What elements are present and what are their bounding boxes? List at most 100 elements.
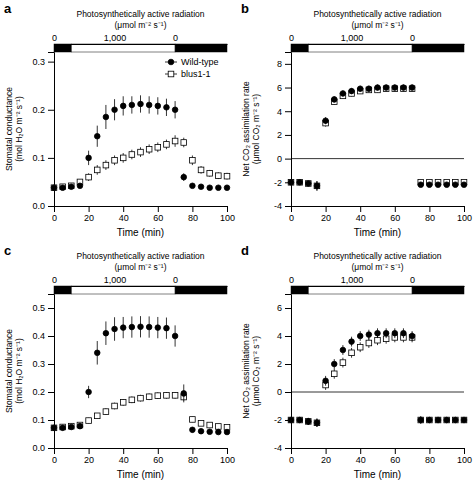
tick-label: 20 [84,213,94,223]
tick: 20 [84,448,94,465]
tick-mark [48,336,54,337]
x-axis-title: Time (min) [354,227,401,238]
panel: 020406080100-4-20246801,0000Photosynthet… [241,1,472,238]
tick: 40 [356,206,366,223]
tick-label: 4 [277,107,282,117]
tick: 60 [390,448,400,465]
series [51,316,230,435]
top-axis: 01,0000 [52,275,228,287]
tick-label: 0 [277,387,282,397]
tick-label: -2 [274,178,282,188]
x-axis-title: Time (min) [354,469,401,480]
point [418,417,424,423]
legend-entry: Wild-type [165,57,219,67]
tick-mark [123,206,124,212]
panel-label: b [241,1,249,16]
series [288,333,467,428]
tick-mark [285,159,291,160]
point [146,102,152,108]
point [375,85,381,91]
tick-label: 0.1 [32,415,45,425]
x-axis: 020406080100 [289,448,472,465]
y-axis-title: Net CO₂ assimilation rate(μmol CO₂ m⁻² s… [241,81,261,177]
light-dark-bar [54,44,227,52]
tick: 0 [52,206,57,223]
point [340,91,346,97]
tick: 0.0 [32,443,54,453]
point [146,146,152,152]
point [198,421,204,427]
tick-label: 80 [188,455,198,465]
point [357,344,363,350]
point [216,185,222,191]
point [427,417,433,423]
point [198,184,204,190]
point [331,361,337,367]
tick-label: 40 [356,455,366,465]
tick-label: 0 [289,213,294,223]
series [51,392,230,431]
point [435,417,441,423]
title: Photosynthetically active radiation [313,9,441,19]
tick-mark [464,206,465,212]
point [94,350,100,356]
tick-label: 20 [321,455,331,465]
tick-mark [48,308,54,309]
tick-label: 0 [52,275,57,285]
point [94,133,100,139]
tick-label: 0 [173,275,178,285]
tick: -4 [274,201,291,211]
point [207,429,213,435]
point [207,422,213,428]
point [375,337,381,343]
reference-line [291,392,464,393]
y-axis: -4-202468 [274,53,292,212]
point [181,391,187,397]
figure: 0204060801000.00.10.20.301,0000Photosynt… [0,0,474,484]
tick: 0.2 [32,387,54,397]
series [288,328,467,427]
point [164,393,170,399]
point [69,424,75,430]
point [86,155,92,161]
tick: 0 [289,206,294,223]
legend-marker [168,71,174,77]
point [444,182,450,188]
tick-mark [326,206,327,212]
bar-segment [412,44,464,52]
point [306,419,312,425]
tick: 100 [220,206,235,223]
tick-label: 0 [52,455,57,465]
point [172,393,178,399]
x-axis-title: Time (min) [117,469,164,480]
point [224,173,230,179]
point [340,347,346,353]
tick-label: 0.3 [32,359,45,369]
tick-label: 4 [277,331,282,341]
point [172,107,178,113]
tick: 0.2 [32,105,54,115]
tick: 0 [52,275,57,286]
y-axis-title: Stomatal conductance(mol H₂O m⁻² s⁻¹) [4,87,24,171]
tick: 60 [390,206,400,223]
point [357,333,363,339]
point [323,118,329,124]
bar-segment [308,44,412,52]
bar-segment [54,286,71,294]
point [190,183,196,189]
point [216,429,222,435]
tick-label: 80 [188,213,198,223]
point [155,103,161,109]
point [349,350,355,356]
point [103,330,109,336]
point [120,325,126,331]
x-axis: 020406080100 [289,206,472,223]
point [60,424,66,430]
point [103,409,109,415]
tick-mark [285,364,291,365]
tick: 0.3 [32,57,54,67]
tick: 80 [425,206,435,223]
bar-segment [71,286,175,294]
light-dark-bar [291,286,464,294]
tick-label: 0 [52,33,57,43]
